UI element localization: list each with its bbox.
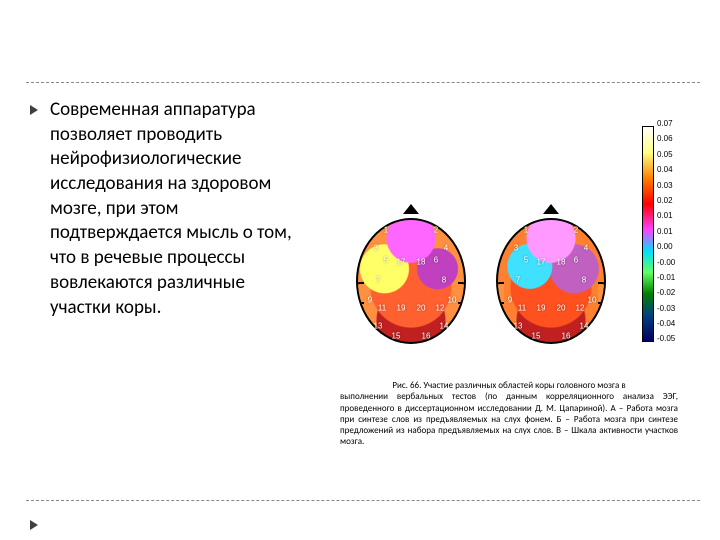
colorbar-gradient bbox=[642, 126, 654, 342]
colorbar-tick: 0.07 bbox=[657, 120, 675, 135]
caption-body: выполнении вербальных тестов (по данным … bbox=[340, 391, 678, 447]
caption-line1: Рис. 66. Участие различных областей коры… bbox=[340, 380, 678, 391]
bullet-icon bbox=[30, 105, 38, 115]
divider-bottom bbox=[26, 500, 700, 501]
ear-right-icon bbox=[598, 282, 606, 304]
colorbar-tick: 0.00 bbox=[657, 243, 675, 258]
colorbar-tick: -0.00 bbox=[657, 259, 675, 274]
colorbar-ticks: 0.070.060.050.040.030.020.010.010.00-0.0… bbox=[657, 120, 675, 351]
brain-map-a: 1234561718789101112192013141516 bbox=[352, 210, 470, 350]
nose-icon bbox=[543, 204, 559, 214]
ear-left-icon bbox=[496, 282, 504, 304]
colorbar-tick: 0.01 bbox=[657, 212, 675, 227]
brain-map-b: 1234561718789101112192013141516 bbox=[492, 210, 610, 350]
divider-top bbox=[26, 82, 700, 83]
head-outline-a bbox=[356, 218, 466, 344]
colorbar-tick: -0.02 bbox=[657, 289, 675, 304]
figure-region: 1234561718789101112192013141516 12345617… bbox=[340, 200, 700, 480]
colorbar-tick: 0.04 bbox=[657, 166, 675, 181]
colorbar-tick: -0.04 bbox=[657, 320, 675, 335]
colorbar-tick: 0.02 bbox=[657, 197, 675, 212]
bullet-icon-footer bbox=[30, 520, 38, 530]
main-paragraph: Современная аппаратура позволяет проводи… bbox=[50, 98, 300, 320]
ear-right-icon bbox=[458, 282, 466, 304]
colorbar-tick: -0.03 bbox=[657, 305, 675, 320]
colorbar-tick: -0.01 bbox=[657, 274, 675, 289]
colorbar: 0.070.060.050.040.030.020.010.010.00-0.0… bbox=[640, 120, 696, 350]
colorbar-tick: -0.05 bbox=[657, 335, 675, 350]
colorbar-tick: 0.03 bbox=[657, 182, 675, 197]
ear-left-icon bbox=[356, 282, 364, 304]
head-outline-b bbox=[496, 218, 606, 344]
nose-icon bbox=[403, 204, 419, 214]
figure-caption: Рис. 66. Участие различных областей коры… bbox=[340, 380, 678, 448]
colorbar-tick: 0.01 bbox=[657, 228, 675, 243]
colorbar-tick: 0.06 bbox=[657, 135, 675, 150]
colorbar-tick: 0.05 bbox=[657, 151, 675, 166]
